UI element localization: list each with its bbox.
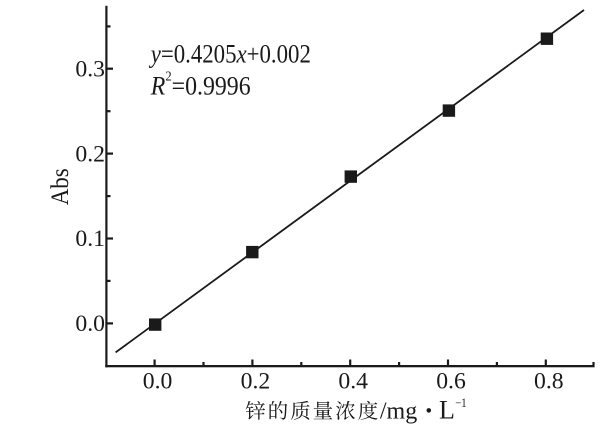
svg-text:0.2: 0.2 (75, 141, 105, 167)
svg-text:Abs: Abs (47, 168, 74, 205)
svg-text:0.0: 0.0 (75, 311, 105, 337)
svg-text:0.2: 0.2 (241, 369, 271, 395)
svg-text:0.3: 0.3 (75, 56, 105, 82)
svg-text:/mg: /mg (380, 399, 417, 425)
svg-text:0.1: 0.1 (75, 226, 105, 252)
svg-text:0.0: 0.0 (143, 369, 173, 395)
svg-text:L: L (439, 396, 455, 425)
svg-text:0.4: 0.4 (338, 369, 368, 395)
svg-text:0.6: 0.6 (436, 369, 466, 395)
svg-text:R2=0.9996: R2=0.9996 (150, 68, 251, 101)
svg-text:y=0.4205x+0.002: y=0.4205x+0.002 (148, 40, 311, 69)
svg-text:−1: −1 (455, 396, 466, 410)
svg-text:0.8: 0.8 (534, 369, 564, 395)
